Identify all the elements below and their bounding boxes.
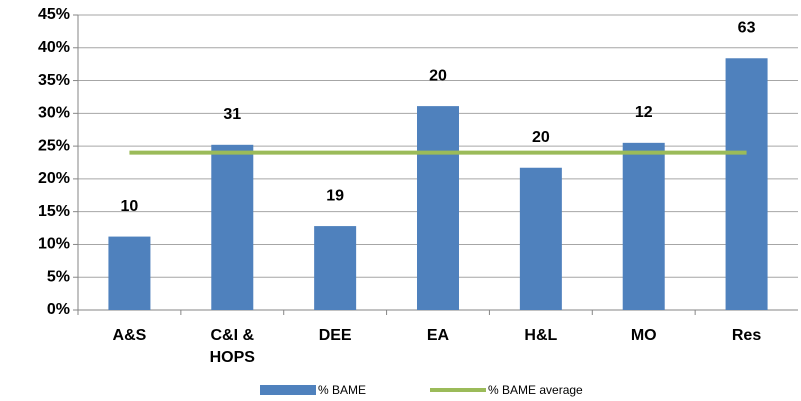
bar — [622, 142, 665, 310]
data-label: 12 — [635, 104, 653, 121]
legend-label: % BAME average — [488, 383, 583, 397]
x-tick-label: C&I & HOPS — [209, 327, 255, 366]
data-label: 20 — [532, 129, 550, 146]
bar — [211, 144, 254, 310]
x-tick-label: Res — [731, 327, 762, 344]
y-tick-label: 35% — [38, 72, 70, 89]
x-tick-label: A&S — [112, 327, 147, 344]
bar — [519, 167, 562, 310]
data-label: 19 — [326, 187, 344, 204]
y-tick-label: 15% — [38, 203, 70, 220]
y-tick-label: 25% — [38, 137, 70, 154]
legend-swatch — [260, 385, 316, 395]
bar — [108, 236, 151, 310]
x-tick-label: H&L — [524, 327, 558, 344]
x-tick-label: MO — [630, 327, 657, 344]
x-tick-label: EA — [426, 327, 450, 344]
y-tick-label: 20% — [38, 170, 70, 187]
data-label: 10 — [121, 198, 139, 215]
y-tick-label: 10% — [38, 236, 70, 253]
data-label: 20 — [429, 67, 447, 84]
bar — [725, 58, 768, 311]
bar — [417, 106, 459, 310]
data-label: 63 — [738, 19, 756, 36]
y-tick-label: 30% — [38, 105, 70, 122]
y-tick-label: 5% — [47, 268, 70, 285]
y-tick-label: 0% — [47, 301, 70, 318]
y-tick-label: 40% — [38, 39, 70, 56]
data-label: 31 — [223, 106, 241, 123]
bar — [314, 226, 357, 310]
y-tick-label: 45% — [38, 6, 70, 23]
legend-label: % BAME — [318, 383, 366, 397]
x-tick-label: DEE — [318, 327, 352, 344]
